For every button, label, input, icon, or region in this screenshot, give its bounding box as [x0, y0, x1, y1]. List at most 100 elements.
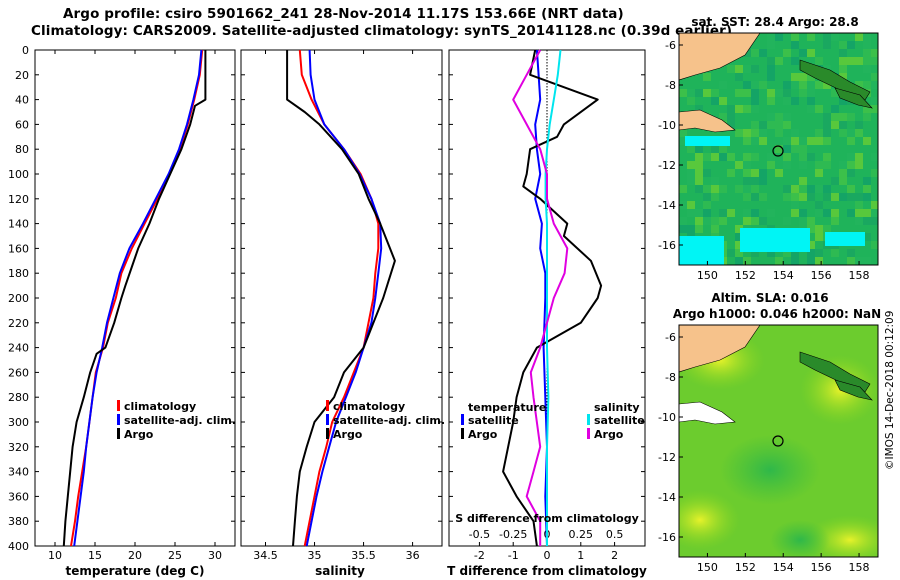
sst-pixel	[743, 177, 751, 185]
lon-tick-label: 158	[849, 269, 870, 282]
sst-pixel	[783, 97, 791, 105]
sst-pixel	[711, 217, 719, 225]
sst-pixel	[703, 201, 711, 209]
lat-tick-label: -16	[658, 239, 676, 252]
sst-pixel	[807, 33, 815, 41]
sst-pixel	[735, 73, 743, 81]
sst-pixel	[855, 193, 863, 201]
sst-pixel	[775, 257, 783, 265]
lat-tick-label: -12	[658, 451, 676, 464]
sst-pixel	[719, 185, 727, 193]
sst-pixel	[743, 209, 751, 217]
sst-pixel	[799, 161, 807, 169]
sst-pixel	[855, 153, 863, 161]
sst-pixel	[871, 201, 878, 209]
sst-pixel	[847, 161, 855, 169]
sst-pixel	[695, 153, 703, 161]
depth-tick-label: 40	[15, 94, 29, 107]
lat-tick-label: -14	[658, 199, 676, 212]
sst-pixel	[799, 73, 807, 81]
sst-pixel	[791, 185, 799, 193]
sst-pixel	[863, 49, 871, 57]
x-tick-label: -1	[508, 549, 519, 562]
lat-tick-label: -12	[658, 159, 676, 172]
sst-pixel	[727, 169, 735, 177]
legend-swatch-satellite	[117, 414, 120, 425]
sst-pixel	[815, 233, 823, 241]
salinity-legend: climatology satellite-adj. clim. Argo	[326, 400, 445, 441]
sst-pixel	[823, 225, 831, 233]
sst-pixel	[791, 249, 799, 257]
sst-map: sat. SST: 28.4 Argo: 28.8	[658, 15, 879, 282]
sst-pixel	[831, 217, 839, 225]
series-line-temperature-satellite	[534, 49, 548, 547]
depth-tick-label: 240	[8, 342, 29, 355]
sst-pixel	[679, 129, 687, 137]
sla-high	[679, 490, 740, 550]
chart-title-line1: Argo profile: csiro 5901662_241 28-Nov-2…	[63, 6, 624, 22]
sst-pixel	[799, 81, 807, 89]
legend-swatch-sal-satellite	[587, 414, 590, 425]
sst-pixel	[783, 161, 791, 169]
depth-tick-label: 400	[8, 540, 29, 553]
depth-tick-label: 320	[8, 441, 29, 454]
sst-pixel	[799, 153, 807, 161]
sst-pixel	[847, 169, 855, 177]
temperature-panel: 10 15 20 25 30 temperature (deg C) climatolo…	[34, 49, 236, 578]
sst-pixel	[767, 73, 775, 81]
sst-pixel	[719, 113, 727, 121]
sst-pixel	[751, 153, 759, 161]
difference-legend: temperature satellite Argo salinity sate…	[461, 401, 645, 441]
sst-pixel	[847, 137, 855, 145]
sst-pixel	[695, 145, 703, 153]
sst-pixel	[839, 113, 847, 121]
sst-pixel	[807, 97, 815, 105]
sst-pixel	[719, 209, 727, 217]
lon-tick-label: 154	[773, 269, 794, 282]
sst-pixel	[807, 105, 815, 113]
sst-pixel	[751, 217, 759, 225]
sst-pixel	[791, 57, 799, 65]
sst-pixel	[775, 113, 783, 121]
sst-pixel	[823, 193, 831, 201]
sst-pixel	[815, 169, 823, 177]
legend-swatch-satellite	[326, 414, 329, 425]
sst-pixel	[767, 89, 775, 97]
series-line-argo	[62, 50, 207, 547]
sst-pixel	[839, 193, 847, 201]
series-line-salinity-argo	[512, 49, 569, 546]
sst-pixel	[767, 113, 775, 121]
x-tick-label: 1	[577, 549, 584, 562]
sst-pixel	[743, 185, 751, 193]
legend-climatology: climatology	[124, 400, 196, 413]
sst-pixel	[823, 209, 831, 217]
sla-map-title1: Altim. SLA: 0.016	[711, 291, 828, 305]
sst-pixel	[791, 73, 799, 81]
sst-pixel	[863, 185, 871, 193]
sst-pixel	[703, 185, 711, 193]
sst-pixel	[847, 185, 855, 193]
sst-pixel	[735, 233, 743, 241]
sst-pixel	[863, 81, 871, 89]
depth-tick-label: 340	[8, 466, 29, 479]
lat-tick-label: -8	[665, 79, 676, 92]
x-tick-label: 35.5	[351, 549, 376, 562]
sst-pixel	[871, 97, 878, 105]
sst-pixel	[751, 193, 759, 201]
sst-pixel	[711, 177, 719, 185]
sst-pixel	[767, 33, 775, 41]
sst-pixel	[783, 145, 791, 153]
sst-pixel	[751, 121, 759, 129]
sst-pixel	[759, 49, 767, 57]
sst-pixel	[767, 65, 775, 73]
sst-pixel	[839, 57, 847, 65]
sst-pixel	[775, 145, 783, 153]
sst-pixel	[783, 193, 791, 201]
sst-pixel	[687, 209, 695, 217]
sst-pixel	[807, 241, 815, 249]
sla-map: Altim. SLA: 0.016 Argo h1000: 0.046 h200…	[658, 291, 881, 574]
salinity-xlabel: salinity	[315, 564, 365, 578]
sst-pixel	[855, 33, 863, 41]
sst-pixel	[807, 49, 815, 57]
lat-tick-label: -10	[658, 119, 676, 132]
